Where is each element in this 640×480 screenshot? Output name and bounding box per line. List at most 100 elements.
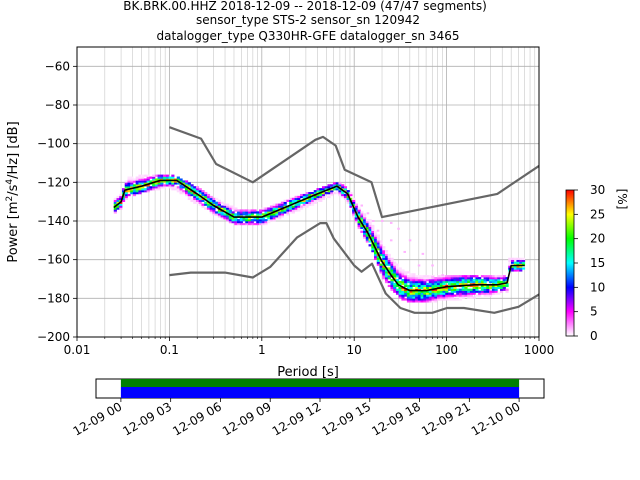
density-cell (198, 201, 202, 204)
density-cell (135, 178, 139, 181)
density-cell (217, 205, 222, 208)
density-cell (245, 219, 249, 222)
density-cell (165, 174, 169, 177)
density-cell (390, 263, 394, 266)
density-cell (231, 207, 235, 210)
density-cell (272, 203, 276, 206)
density-cell (305, 201, 309, 204)
density-cell (248, 217, 252, 220)
density-cell (467, 296, 471, 299)
density-cell (242, 219, 246, 222)
density-cell (417, 290, 421, 293)
density-cell (141, 188, 145, 191)
density-cell (121, 188, 126, 191)
density-cell (321, 186, 326, 189)
density-cell (275, 203, 279, 206)
density-cell (204, 193, 208, 197)
chart-title: BK.BRK.00.HHZ 2018-12-09 -- 2018-12-09 (… (123, 0, 487, 43)
density-cell (437, 277, 441, 280)
density-cell (423, 275, 427, 278)
density-cell (434, 279, 438, 282)
density-cell (349, 193, 353, 197)
density-cell (431, 294, 435, 297)
density-cell (417, 300, 421, 303)
density-cell (124, 190, 128, 193)
density-cell (138, 182, 142, 185)
density-cell (157, 188, 161, 191)
density-cell (242, 217, 246, 220)
density-cell (412, 280, 416, 284)
density-cell (445, 277, 449, 280)
density-cell (393, 269, 397, 272)
density-cell (116, 201, 120, 204)
density-cell (390, 273, 394, 276)
density-cell (489, 277, 493, 280)
density-cell (472, 288, 476, 291)
density-cell (116, 195, 120, 199)
density-cell (261, 219, 265, 222)
density-cell (250, 213, 254, 216)
density-cell (395, 271, 400, 274)
density-cell (321, 197, 326, 201)
density-cell (308, 193, 312, 197)
density-cell (291, 205, 295, 208)
density-cell (401, 273, 405, 276)
density-cell (201, 203, 205, 206)
density-cell (132, 192, 137, 195)
density-cell (447, 277, 452, 280)
colorbar-tick-label: 25 (590, 207, 605, 221)
density-cell (294, 195, 298, 199)
density-cell (494, 292, 498, 295)
density-cell (434, 277, 438, 280)
density-cell (374, 234, 378, 237)
density-cell (387, 255, 391, 259)
density-outlier-cell (431, 264, 434, 267)
density-cell (483, 275, 487, 278)
density-cell (404, 275, 408, 278)
density-cell (332, 184, 337, 187)
density-cell (489, 284, 493, 288)
density-cell (313, 192, 317, 195)
density-cell (319, 193, 323, 197)
density-cell (510, 267, 515, 270)
density-cell (195, 197, 200, 201)
density-cell (437, 275, 441, 278)
density-cell (256, 219, 260, 222)
density-cell (461, 294, 465, 297)
density-cell (305, 195, 309, 199)
density-cell (417, 296, 421, 299)
density-cell (431, 298, 435, 301)
density-cell (461, 280, 465, 284)
density-cell (382, 267, 386, 270)
density-cell (360, 213, 364, 216)
density-cell (445, 288, 449, 291)
density-cell (330, 186, 334, 189)
density-cell (152, 180, 156, 183)
density-cell (343, 186, 348, 189)
density-cell (264, 209, 268, 212)
density-cell (253, 217, 257, 220)
density-cell (154, 184, 159, 187)
density-cell (360, 226, 364, 230)
density-cell (442, 282, 446, 286)
density-cell (368, 244, 372, 247)
density-cell (406, 292, 411, 295)
density-cell (302, 195, 306, 199)
density-cell (516, 259, 520, 262)
density-cell (127, 178, 131, 181)
density-cell (423, 298, 427, 301)
density-cell (338, 186, 342, 189)
density-cell (458, 282, 463, 286)
density-cell (382, 248, 386, 251)
density-cell (319, 190, 323, 193)
density-cell (393, 288, 397, 291)
density-cell (193, 197, 197, 201)
density-cell (305, 199, 309, 202)
density-cell (261, 221, 265, 224)
density-cell (387, 273, 391, 276)
density-cell (184, 182, 189, 185)
density-cell (469, 282, 474, 286)
density-cell (450, 288, 454, 291)
density-cell (406, 300, 411, 303)
density-cell (190, 192, 194, 195)
